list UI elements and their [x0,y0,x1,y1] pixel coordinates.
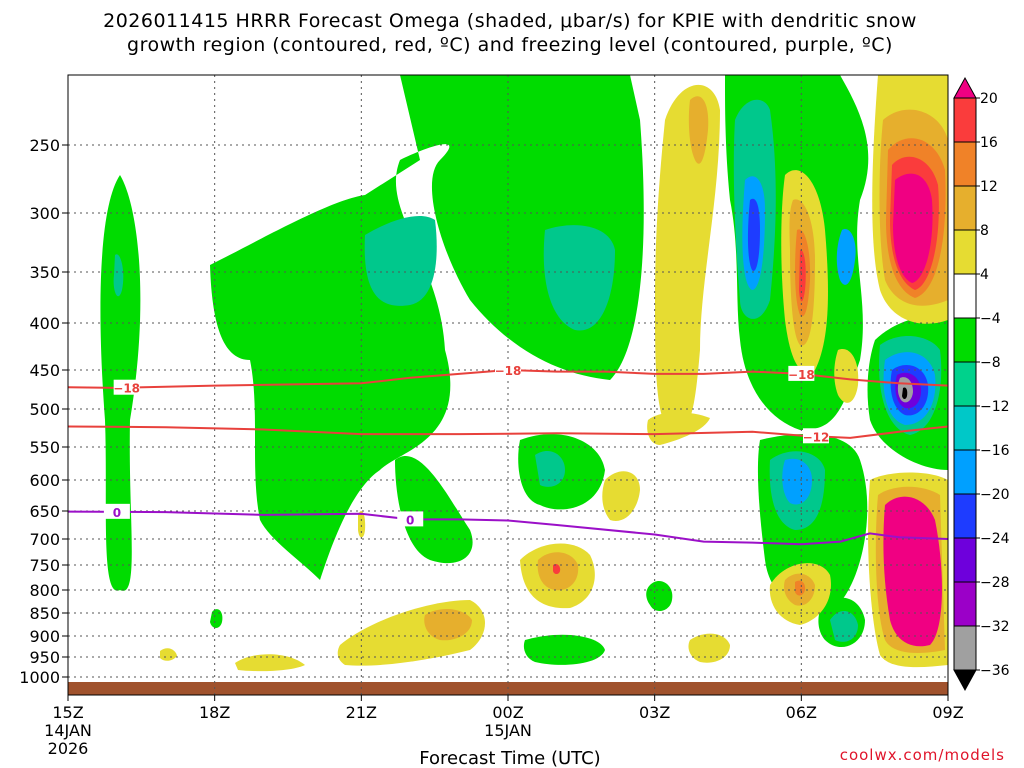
colorbar-band [953,581,977,627]
colorbar-label: −20 [980,487,1010,503]
dgz-contour-label-bg [495,362,521,377]
colorbar-band [953,449,977,495]
x-tick-label: 18Z [199,703,230,722]
x-tick-date: 14JAN [44,721,92,740]
colorbar-label: −12 [980,399,1010,415]
y-tick-label: 850 [29,604,60,623]
y-tick-label: 550 [29,438,60,457]
contours: −18 −18 −18 −12 0 0 [68,362,948,546]
colorbar-band [953,405,977,451]
y-tick-label: 900 [29,627,60,646]
colorbar-label: 8 [980,223,989,239]
x-tick-label: 15Z [52,703,83,722]
y-tick-label: 400 [29,314,60,333]
x-tick-label: 09Z [932,703,963,722]
colorbar-label: 4 [980,267,989,283]
freezing-level-contour [68,510,948,546]
y-tick-label: 500 [29,400,60,419]
y-tick-label: 650 [29,502,60,521]
y-tick-label: 300 [29,204,60,223]
dgz-contour-label: −18 [788,368,815,382]
colorbar-label: −16 [980,443,1010,459]
y-tick-label: 950 [29,648,60,667]
colorbar-label: −36 [980,663,1010,679]
omega-band-positive [160,75,948,672]
dgz-contour-label: −12 [803,430,830,444]
colorbar-label: 12 [980,179,998,195]
freezing-level-contour-label-bg [397,511,424,527]
x-tick-label: 03Z [639,703,670,722]
y-tick-label: 800 [29,581,60,600]
y-tick-label: 450 [29,361,60,380]
y-tick-label: 700 [29,530,60,549]
chart-title-line-1: 2026011415 HRRR Forecast Omega (shaded, … [103,10,917,32]
colorbar-band [953,229,977,275]
y-tick-label: 250 [29,136,60,155]
x-tick-date: 15JAN [484,721,532,740]
colorbar-label: 20 [980,91,998,107]
colorbar-band [953,493,977,539]
colorbar-label: −24 [980,531,1010,547]
colorbar-band [953,76,977,99]
colorbar-band [953,669,977,692]
y-tick-label: 1000 [19,668,60,687]
y-tick-label: 600 [29,471,60,490]
dgz-contour [68,425,948,439]
colorbar-band [953,317,977,363]
y-tick-label: 750 [29,556,60,575]
colorbar-band [953,361,977,407]
x-tick-label: 21Z [346,703,377,722]
freezing-level-contour-label: 0 [406,513,414,527]
colorbar: 20 16 12 8 4 −4 −8 −12 −16 −20 −24 −28 −32 −36 [953,76,1010,692]
dgz-contour-label: −18 [113,382,140,396]
colorbar-band [953,141,977,187]
colorbar-label: 16 [980,135,998,151]
colorbar-band [953,185,977,231]
dgz-contour [68,368,948,389]
colorbar-band [953,537,977,583]
colorbar-label: −32 [980,619,1010,635]
x-axis-label: Forecast Time (UTC) [419,748,600,768]
colorbar-label: −28 [980,575,1010,591]
y-axis: 250 300 350 400 450 500 550 600 650 700 750 800 850 9… [19,136,68,687]
x-tick-year: 2026 [48,739,89,758]
colorbar-band [953,625,977,671]
dgz-contour-label: −18 [495,364,522,378]
grid [68,75,948,695]
dgz-contour-label-bg [803,428,829,444]
freezing-level-contour-label: 0 [113,506,121,520]
colorbar-label: −8 [980,355,1001,371]
freezing-level-contour-label-bg [103,503,130,519]
colorbar-label: −4 [980,311,1001,327]
y-tick-label: 350 [29,263,60,282]
credit-text: coolwx.com/models [840,746,1005,764]
colorbar-band [953,273,977,319]
dgz-contour-label-bg [113,379,140,395]
colorbar-band [953,97,977,143]
x-tick-label: 00Z [492,703,523,722]
chart-title-line-2: growth region (contoured, red, ºC) and f… [127,34,893,56]
dgz-contour-label-bg [788,365,815,381]
x-tick-label: 06Z [786,703,817,722]
